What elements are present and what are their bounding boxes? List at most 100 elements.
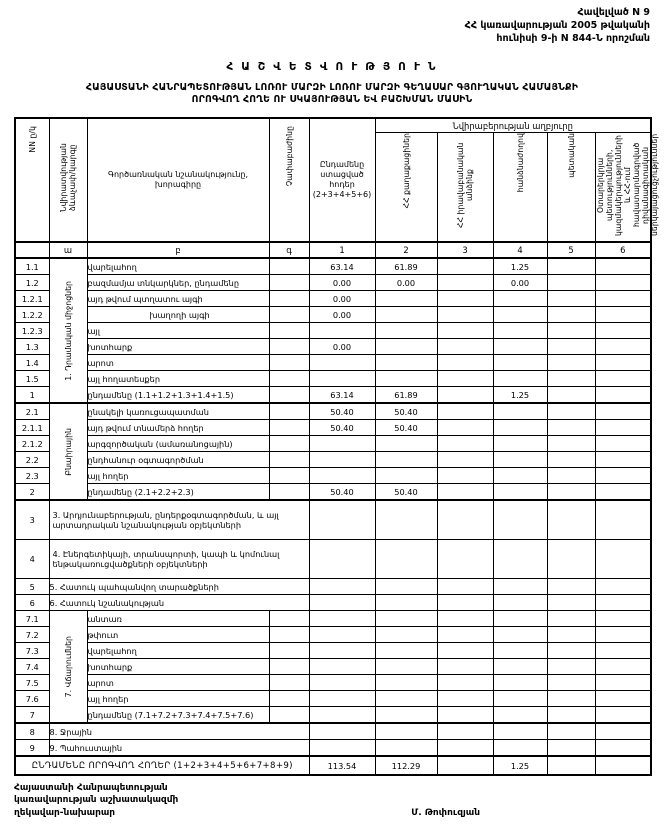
letter-cell: 1 (308, 241, 376, 259)
signatory-name: Մ. Թոփուզյան (411, 807, 480, 818)
row-desc: այլ հողեր (86, 467, 270, 484)
row-c3 (436, 306, 494, 323)
row-c6 (594, 690, 653, 707)
row-c4 (492, 354, 548, 371)
signatory-line-2: կառավարության աշխատակազմի (14, 795, 179, 805)
row-c6 (594, 706, 653, 724)
row-c3 (436, 257, 494, 275)
header-src-commission: հանձնաժողով (492, 132, 548, 243)
row-c1 (308, 499, 376, 540)
row-desc: այլ հողեր (86, 690, 270, 707)
row-c3 (436, 435, 494, 452)
row-c3 (436, 386, 494, 404)
row-desc: 4. Էներգետիկայի, տրանսպորտի, կապի և կոմո… (48, 539, 310, 579)
row-desc: այդ թվում պտղատու այգի (86, 290, 270, 307)
row-c4 (492, 539, 548, 579)
row-desc: արոտ (86, 354, 270, 371)
grand-total-c4: 1.25 (492, 755, 548, 776)
row-nn: 7.4 (14, 658, 50, 675)
row-c2 (374, 578, 438, 595)
row-c5 (546, 257, 596, 275)
row-c6 (594, 739, 653, 757)
row-c6 (594, 274, 653, 291)
letter-cell: 5 (546, 241, 596, 259)
row-c4 (492, 706, 548, 724)
row-c4 (492, 435, 548, 452)
row-c5 (546, 402, 596, 420)
document-header: Հավելված N 9 ՀՀ կառավարության 2005 թվակա… (0, 0, 664, 45)
subtitle-line-2: ՈՐՈԳՎՈՂ ՀՈՂԵ ՈՒ ՍԿԱՅՈՒԹՅԱՆ ԵՎ ԲԱՇԽՄԱՆ ՄԱ… (191, 94, 473, 105)
row-portion (268, 690, 310, 707)
table-row-wide: 9 9. Պահուստային (14, 739, 653, 757)
row-c2 (374, 306, 438, 323)
group-label-1: 1. Դրամական միջոցներ (48, 257, 88, 404)
row-c6 (594, 722, 653, 740)
table-row-wide: 4 4. Էներգետիկայի, տրանսպորտի, կապի և կո… (14, 539, 653, 579)
row-desc: ընդամենը (7.1+7.2+7.3+7.4+7.5+7.6) (86, 706, 270, 724)
row-c5 (546, 467, 596, 484)
letter-cell: 3 (436, 241, 494, 259)
header-line-3: հունիսի 9-ի N 844-Ն որոշման (496, 33, 650, 44)
row-c2: 61.89 (374, 386, 438, 404)
row-c3 (436, 539, 494, 579)
row-c1: 63.14 (308, 257, 376, 275)
row-desc: ընդամենը (1.1+1.2+1.3+1.4+1.5) (86, 386, 270, 404)
row-c2 (374, 539, 438, 579)
header-total-received: Ընդամենը ստացված հոդեր (2+3+4+5+6) (308, 117, 376, 243)
letter-cell: 6 (594, 241, 653, 259)
row-c6 (594, 594, 653, 611)
row-c2 (374, 435, 438, 452)
row-desc: խոտհարք (86, 338, 270, 355)
row-c4 (492, 322, 548, 339)
table-row: 7.3 վարելահող (14, 642, 653, 659)
row-portion (268, 626, 310, 643)
row-c1: 63.14 (308, 386, 376, 404)
row-c4 (492, 499, 548, 540)
table-grand-total-row: ԸՆԴԱՄԵՆԸ ՈՐՈԳՎՈՂ ՀՈՂԵՐ (1+2+3+4+5+6+7+8+… (14, 755, 653, 776)
row-nn: 2.1.1 (14, 419, 50, 436)
row-desc: վարելահող (86, 642, 270, 659)
row-c5 (546, 322, 596, 339)
row-c3 (436, 594, 494, 611)
row-desc: արգզործական (ամառանոցային) (86, 435, 270, 452)
row-nn: 1.2 (14, 274, 50, 291)
row-c3 (436, 322, 494, 339)
table-row: 1.2.2 խաղողի այգի 0.00 (14, 306, 653, 323)
row-nn: 4 (14, 539, 50, 579)
row-desc: այլ հողատեսքեր (86, 370, 270, 387)
row-c5 (546, 594, 596, 611)
row-c1 (308, 370, 376, 387)
table-row: 2.2 ընդհանուր օգտագործման (14, 451, 653, 468)
row-nn: 7.6 (14, 690, 50, 707)
row-c4 (492, 594, 548, 611)
row-c3 (436, 274, 494, 291)
row-desc: ընակելի կառուցապատման (86, 402, 270, 420)
row-nn: 2.1 (14, 402, 50, 420)
row-c4 (492, 658, 548, 675)
row-c2 (374, 354, 438, 371)
grand-total-c6 (594, 755, 653, 776)
row-c5 (546, 642, 596, 659)
row-c4 (492, 290, 548, 307)
row-c5 (546, 539, 596, 579)
row-c5 (546, 419, 596, 436)
grand-total-label: ԸՆԴԱՄԵՆԸ ՈՐՈԳՎՈՂ ՀՈՂԵՐ (1+2+3+4+5+6+7+8+… (14, 755, 310, 776)
row-c3 (436, 706, 494, 724)
row-c3 (436, 338, 494, 355)
row-nn: 7.5 (14, 674, 50, 691)
row-nn: 1.2.2 (14, 306, 50, 323)
row-c3 (436, 354, 494, 371)
row-c2 (374, 594, 438, 611)
row-c4 (492, 370, 548, 387)
row-c3 (436, 690, 494, 707)
row-c2 (374, 674, 438, 691)
row-c4 (492, 467, 548, 484)
row-portion (268, 674, 310, 691)
row-c4 (492, 674, 548, 691)
row-nn: 1.1 (14, 257, 50, 275)
row-c1 (308, 690, 376, 707)
row-nn: 7 (14, 706, 50, 724)
row-c4 (492, 642, 548, 659)
table-row: 7.2 թփուտ (14, 626, 653, 643)
row-c6 (594, 483, 653, 501)
